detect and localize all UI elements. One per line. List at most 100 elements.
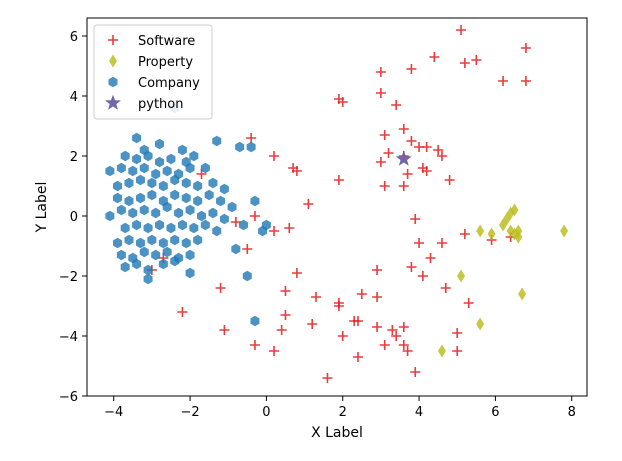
software-point: [463, 298, 474, 308]
company-point: [128, 207, 138, 219]
software-point: [280, 310, 291, 320]
series-property: [437, 203, 569, 358]
software-point: [398, 340, 409, 350]
software-point: [410, 214, 421, 224]
software-point: [459, 58, 470, 68]
company-point: [124, 234, 134, 246]
company-point: [147, 189, 157, 201]
company-point: [158, 258, 168, 270]
software-point: [452, 328, 463, 338]
company-point: [193, 180, 203, 192]
company-point: [135, 174, 145, 186]
company-point: [238, 219, 248, 231]
company-point: [105, 210, 115, 222]
company-point: [151, 168, 161, 180]
company-point: [200, 219, 210, 231]
legend: Software Property Company python: [93, 24, 213, 120]
company-point: [235, 141, 245, 153]
company-point: [181, 192, 191, 204]
x-tick-label: 2: [339, 405, 347, 420]
property-point: [518, 287, 527, 301]
python-point: [395, 150, 412, 166]
software-point: [372, 292, 383, 302]
company-point: [128, 165, 138, 177]
company-point: [139, 246, 149, 258]
company-point: [132, 258, 142, 270]
property-point: [476, 317, 485, 331]
company-point: [200, 162, 210, 174]
x-tick-label: 6: [491, 405, 499, 420]
software-point: [436, 151, 447, 161]
software-point: [280, 286, 291, 296]
legend-marker-python: [105, 94, 121, 110]
software-point: [291, 268, 302, 278]
software-point: [406, 262, 417, 272]
y-tick-label: 0: [70, 210, 78, 225]
software-point: [337, 97, 348, 107]
software-point: [276, 325, 287, 335]
legend-entry-property: Property: [109, 54, 193, 70]
company-point: [208, 207, 218, 219]
company-point: [170, 234, 180, 246]
software-point: [417, 271, 428, 281]
software-point: [375, 67, 386, 77]
company-point: [185, 249, 195, 261]
x-axis-label: X Label: [311, 425, 363, 441]
company-point: [177, 144, 187, 156]
y-axis-label: Y Label: [34, 182, 50, 234]
legend-marker-software: [108, 35, 118, 45]
company-point: [231, 243, 241, 255]
company-point: [242, 270, 252, 282]
company-point: [204, 189, 214, 201]
property-point: [476, 224, 485, 238]
property-point: [510, 203, 519, 217]
company-point: [155, 138, 165, 150]
x-tick-label: 8: [568, 405, 576, 420]
software-point: [406, 136, 417, 146]
company-point: [219, 183, 229, 195]
company-point: [189, 150, 199, 162]
property-point: [457, 269, 466, 283]
series-python: [395, 150, 412, 166]
y-tick-label: −4: [59, 330, 78, 345]
company-point: [132, 153, 142, 165]
software-point: [436, 238, 447, 248]
legend-box: [93, 24, 213, 120]
company-point: [185, 204, 195, 216]
company-point: [162, 246, 172, 258]
property-point: [514, 230, 523, 244]
software-point: [352, 352, 363, 362]
company-point: [250, 195, 260, 207]
company-point: [177, 219, 187, 231]
company-point: [151, 207, 161, 219]
software-point: [452, 346, 463, 356]
software-point: [414, 142, 425, 152]
software-point: [498, 76, 509, 86]
software-point: [242, 244, 253, 254]
legend-label: python: [138, 97, 183, 112]
property-point: [487, 227, 496, 241]
software-point: [402, 346, 413, 356]
software-point: [322, 373, 333, 383]
software-point: [333, 175, 344, 185]
company-point: [170, 189, 180, 201]
company-point: [124, 195, 134, 207]
company-point: [135, 237, 145, 249]
software-point: [433, 145, 444, 155]
company-point: [158, 180, 168, 192]
software-point: [456, 25, 467, 35]
company-point: [116, 249, 126, 261]
software-point: [520, 43, 531, 53]
company-point: [193, 195, 203, 207]
legend-label: Software: [138, 34, 195, 49]
software-point: [391, 331, 402, 341]
legend-label: Company: [138, 76, 200, 91]
x-axis: −4 −2 0 2 4 6 8: [104, 396, 576, 420]
company-point: [139, 162, 149, 174]
company-point: [120, 150, 130, 162]
company-point: [113, 180, 123, 192]
software-point: [410, 367, 421, 377]
software-point: [414, 238, 425, 248]
company-point: [170, 174, 180, 186]
